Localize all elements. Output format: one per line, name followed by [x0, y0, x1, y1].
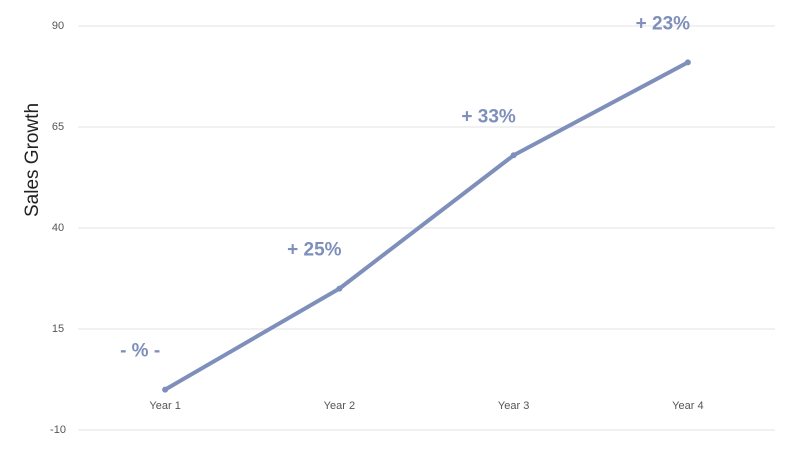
y-tick-label: -10 [50, 424, 66, 436]
y-tick-label: 90 [52, 20, 64, 32]
x-tick-label: Year 1 [149, 400, 180, 412]
point [336, 285, 343, 292]
point [510, 152, 517, 159]
point [684, 59, 691, 66]
x-tick-label: Year 4 [672, 400, 703, 412]
annotation: - % - [120, 341, 160, 362]
y-axis-title: Sales Growth [22, 103, 43, 217]
point [162, 386, 169, 393]
y-tick-label: 65 [52, 121, 64, 133]
annotation: + 33% [461, 106, 516, 127]
x-tick-label: Year 3 [498, 400, 529, 412]
line [163, 60, 690, 392]
annotation: + 25% [287, 240, 342, 261]
x-tick-label: Year 2 [324, 400, 355, 412]
annotation: + 23% [636, 13, 691, 34]
y-tick-label: 15 [52, 323, 64, 335]
y-tick-label: 40 [52, 222, 64, 234]
